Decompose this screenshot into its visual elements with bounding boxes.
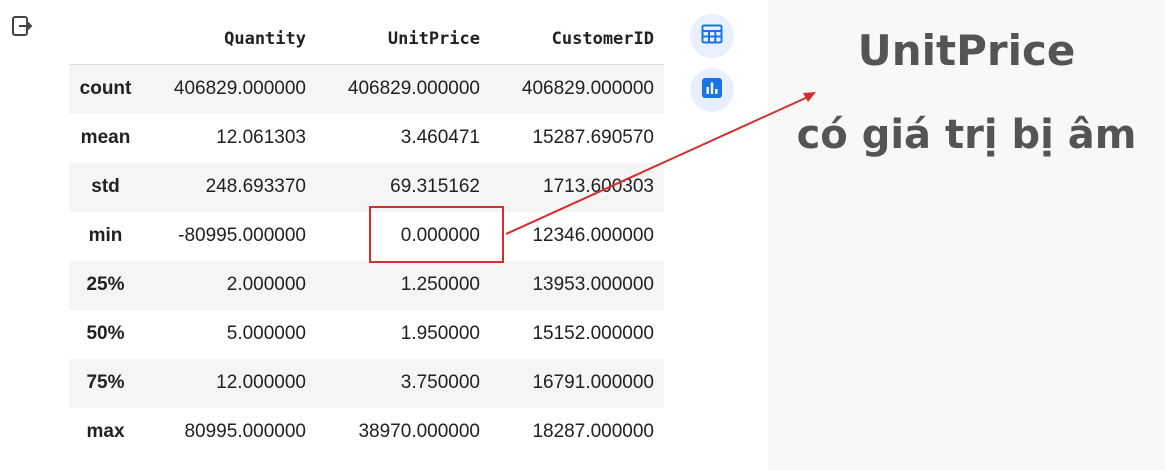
table-cell: 15287.690570 [532,127,654,148]
table-cell: 406829.000000 [316,64,490,114]
table-cell: 1.950000 [400,323,480,344]
column-header: Quantity [224,29,306,49]
table-cell: 3.750000 [400,372,480,393]
table-cell: 1713.600303 [543,176,654,197]
row-index: mean [80,127,131,148]
table-cell: 13953.000000 [532,274,654,295]
table-row: std 248.693370 69.315162 1713.600303 [69,162,664,212]
row-index: std [91,176,120,197]
table-cell: 1.250000 [400,274,480,295]
table-cell: 69.315162 [390,176,480,197]
row-index: 75% [86,372,125,393]
table-cell: 38970.000000 [358,421,480,442]
table-row: 75% 12.000000 3.750000 16791.000000 [69,358,664,408]
table-cell: -80995.000000 [178,225,306,246]
table-header-row: Quantity UnitPrice CustomerID [69,14,664,65]
table-cell: 12.061303 [216,127,306,148]
table-view-icon [701,23,723,50]
output-icon[interactable] [10,14,34,38]
chart-suggest-button[interactable] [690,68,734,112]
annotation-title: UnitPrice [857,26,1076,75]
table-cell: 18287.000000 [532,421,654,442]
annotation-panel [768,0,1165,470]
table-row: 25% 2.000000 1.250000 13953.000000 [69,260,664,310]
table-cell: 80995.000000 [184,421,306,442]
row-index: 50% [86,323,125,344]
table-cell: 12.000000 [216,372,306,393]
table-view-button[interactable] [690,14,734,58]
row-index: min [88,225,123,246]
row-index: max [86,421,125,442]
chart-icon [701,77,723,104]
row-index: count [69,64,142,114]
row-index: 25% [86,274,125,295]
table-cell: 2.000000 [226,274,306,295]
table-row: mean 12.061303 3.460471 15287.690570 [69,114,664,163]
table-cell: 16791.000000 [532,372,654,393]
table-row: max 80995.000000 38970.000000 18287.0000… [69,408,664,457]
annotation-subtitle: có giá trị bị âm [796,112,1137,158]
table-cell: 3.460471 [400,127,480,148]
describe-table: Quantity UnitPrice CustomerID count 4068… [69,14,664,457]
index-header [69,14,142,65]
table-row: min -80995.000000 0.000000 12346.000000 [69,212,664,261]
table-row: count 406829.000000 406829.000000 406829… [69,64,664,114]
table-cell: 15152.000000 [532,323,654,344]
table-row: 50% 5.000000 1.950000 15152.000000 [69,310,664,359]
table-cell: 12346.000000 [532,225,654,246]
table-cell: 406829.000000 [490,64,664,114]
highlight-box [369,206,504,263]
table-cell: 0.000000 [400,225,480,246]
table-cell: 5.000000 [226,323,306,344]
column-header: CustomerID [551,29,654,49]
table-cell: 248.693370 [205,176,306,197]
table-cell: 406829.000000 [142,64,316,114]
column-header: UnitPrice [387,29,480,49]
